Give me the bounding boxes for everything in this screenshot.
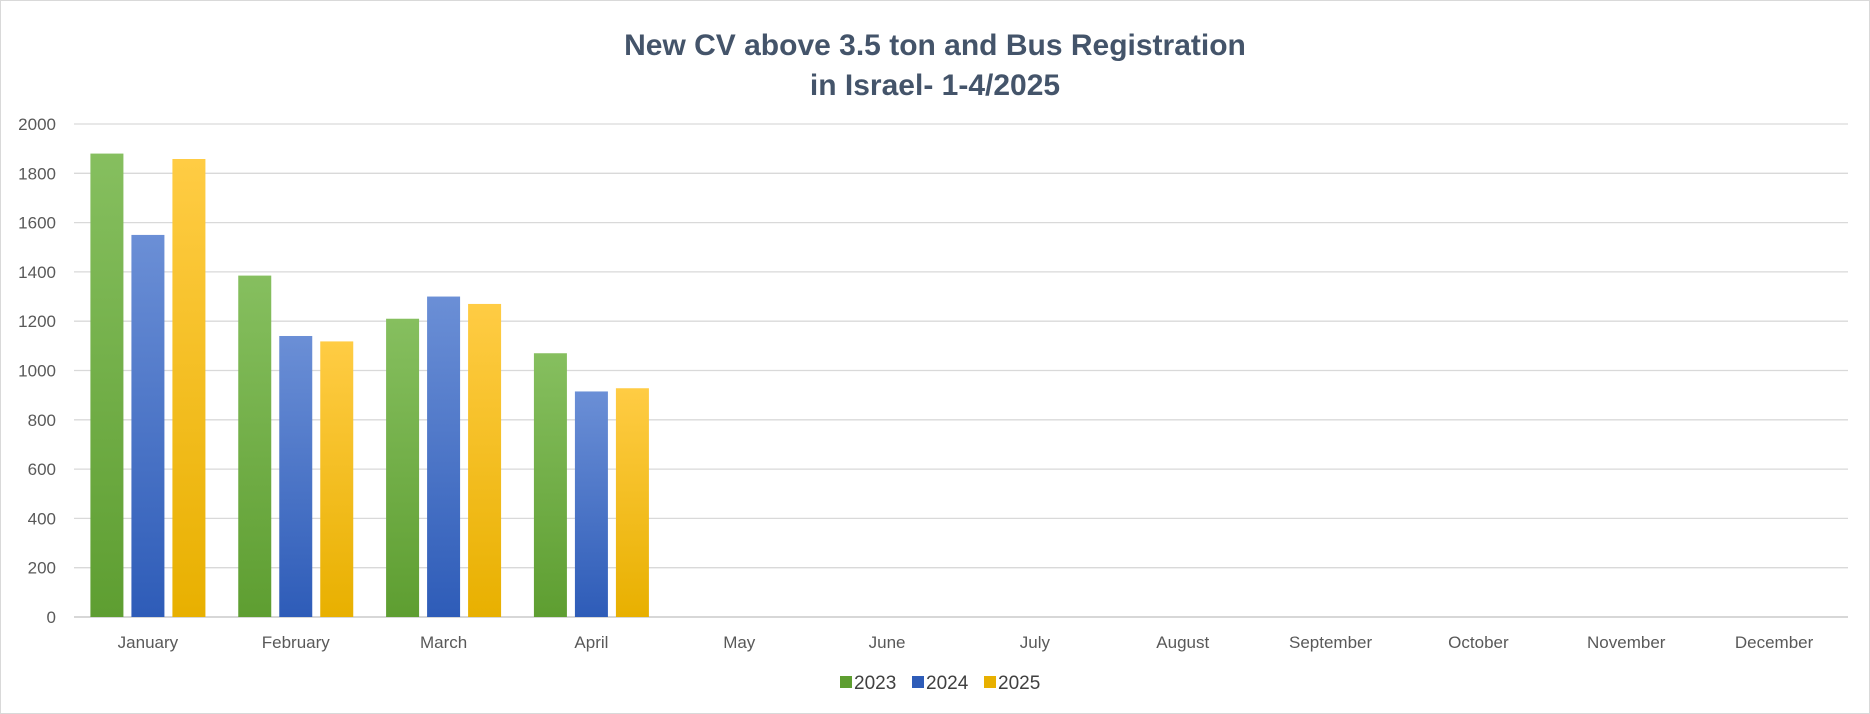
y-tick-label: 2000: [18, 115, 56, 134]
y-tick-label: 1000: [18, 362, 56, 381]
x-tick-label: May: [723, 633, 756, 652]
bar-2024-february: [279, 335, 313, 617]
legend-label: 2023: [854, 673, 896, 694]
x-tick-label: November: [1587, 633, 1666, 652]
y-tick-label: 600: [28, 460, 56, 479]
chart-subtitle: in Israel- 1-4/2025: [810, 69, 1060, 102]
x-tick-label: October: [1448, 633, 1509, 652]
bar-2023-january: [90, 153, 124, 617]
bar-2025-march: [468, 303, 502, 617]
legend-label: 2024: [926, 673, 969, 694]
bar-2024-march: [427, 296, 461, 617]
x-tick-label: July: [1020, 633, 1051, 652]
bar-2023-february: [238, 275, 272, 617]
y-tick-label: 1200: [18, 312, 56, 331]
x-tick-label: August: [1156, 633, 1209, 652]
legend-swatch-2024: [912, 676, 924, 688]
x-tick-label: December: [1735, 633, 1814, 652]
legend-swatch-2023: [840, 676, 852, 688]
x-tick-label: September: [1289, 633, 1372, 652]
x-tick-label: March: [420, 633, 467, 652]
bar-2025-january: [172, 159, 206, 618]
y-tick-label: 1800: [18, 164, 56, 183]
legend-label: 2025: [998, 673, 1040, 694]
x-axis-ticks: January February March April May June July Augu…: [118, 633, 1814, 652]
y-tick-label: 200: [28, 559, 56, 578]
y-tick-label: 0: [47, 608, 56, 627]
bar-2024-april: [574, 391, 608, 617]
bar-2023-april: [533, 353, 567, 617]
legend: 2023 2024 2025: [840, 673, 1040, 694]
y-axis-ticks: 0 200 400 600 800 1000 1200 1400 1600 1800 2000: [18, 115, 56, 627]
x-tick-label: January: [118, 633, 179, 652]
x-tick-label: April: [574, 633, 608, 652]
y-tick-label: 1400: [18, 263, 56, 282]
bar-2025-february: [320, 341, 354, 617]
chart-title: New CV above 3.5 ton and Bus Registratio…: [624, 29, 1246, 62]
gridlines: [74, 123, 1848, 618]
bar-2025-april: [615, 388, 649, 617]
y-tick-label: 400: [28, 509, 56, 528]
legend-swatch-2025: [984, 676, 996, 688]
bars: [90, 153, 649, 618]
y-tick-label: 1600: [18, 214, 56, 233]
y-tick-label: 800: [28, 411, 56, 430]
x-tick-label: June: [869, 633, 906, 652]
x-tick-label: February: [262, 633, 331, 652]
bar-2024-january: [131, 234, 165, 618]
bar-2023-march: [386, 318, 420, 617]
